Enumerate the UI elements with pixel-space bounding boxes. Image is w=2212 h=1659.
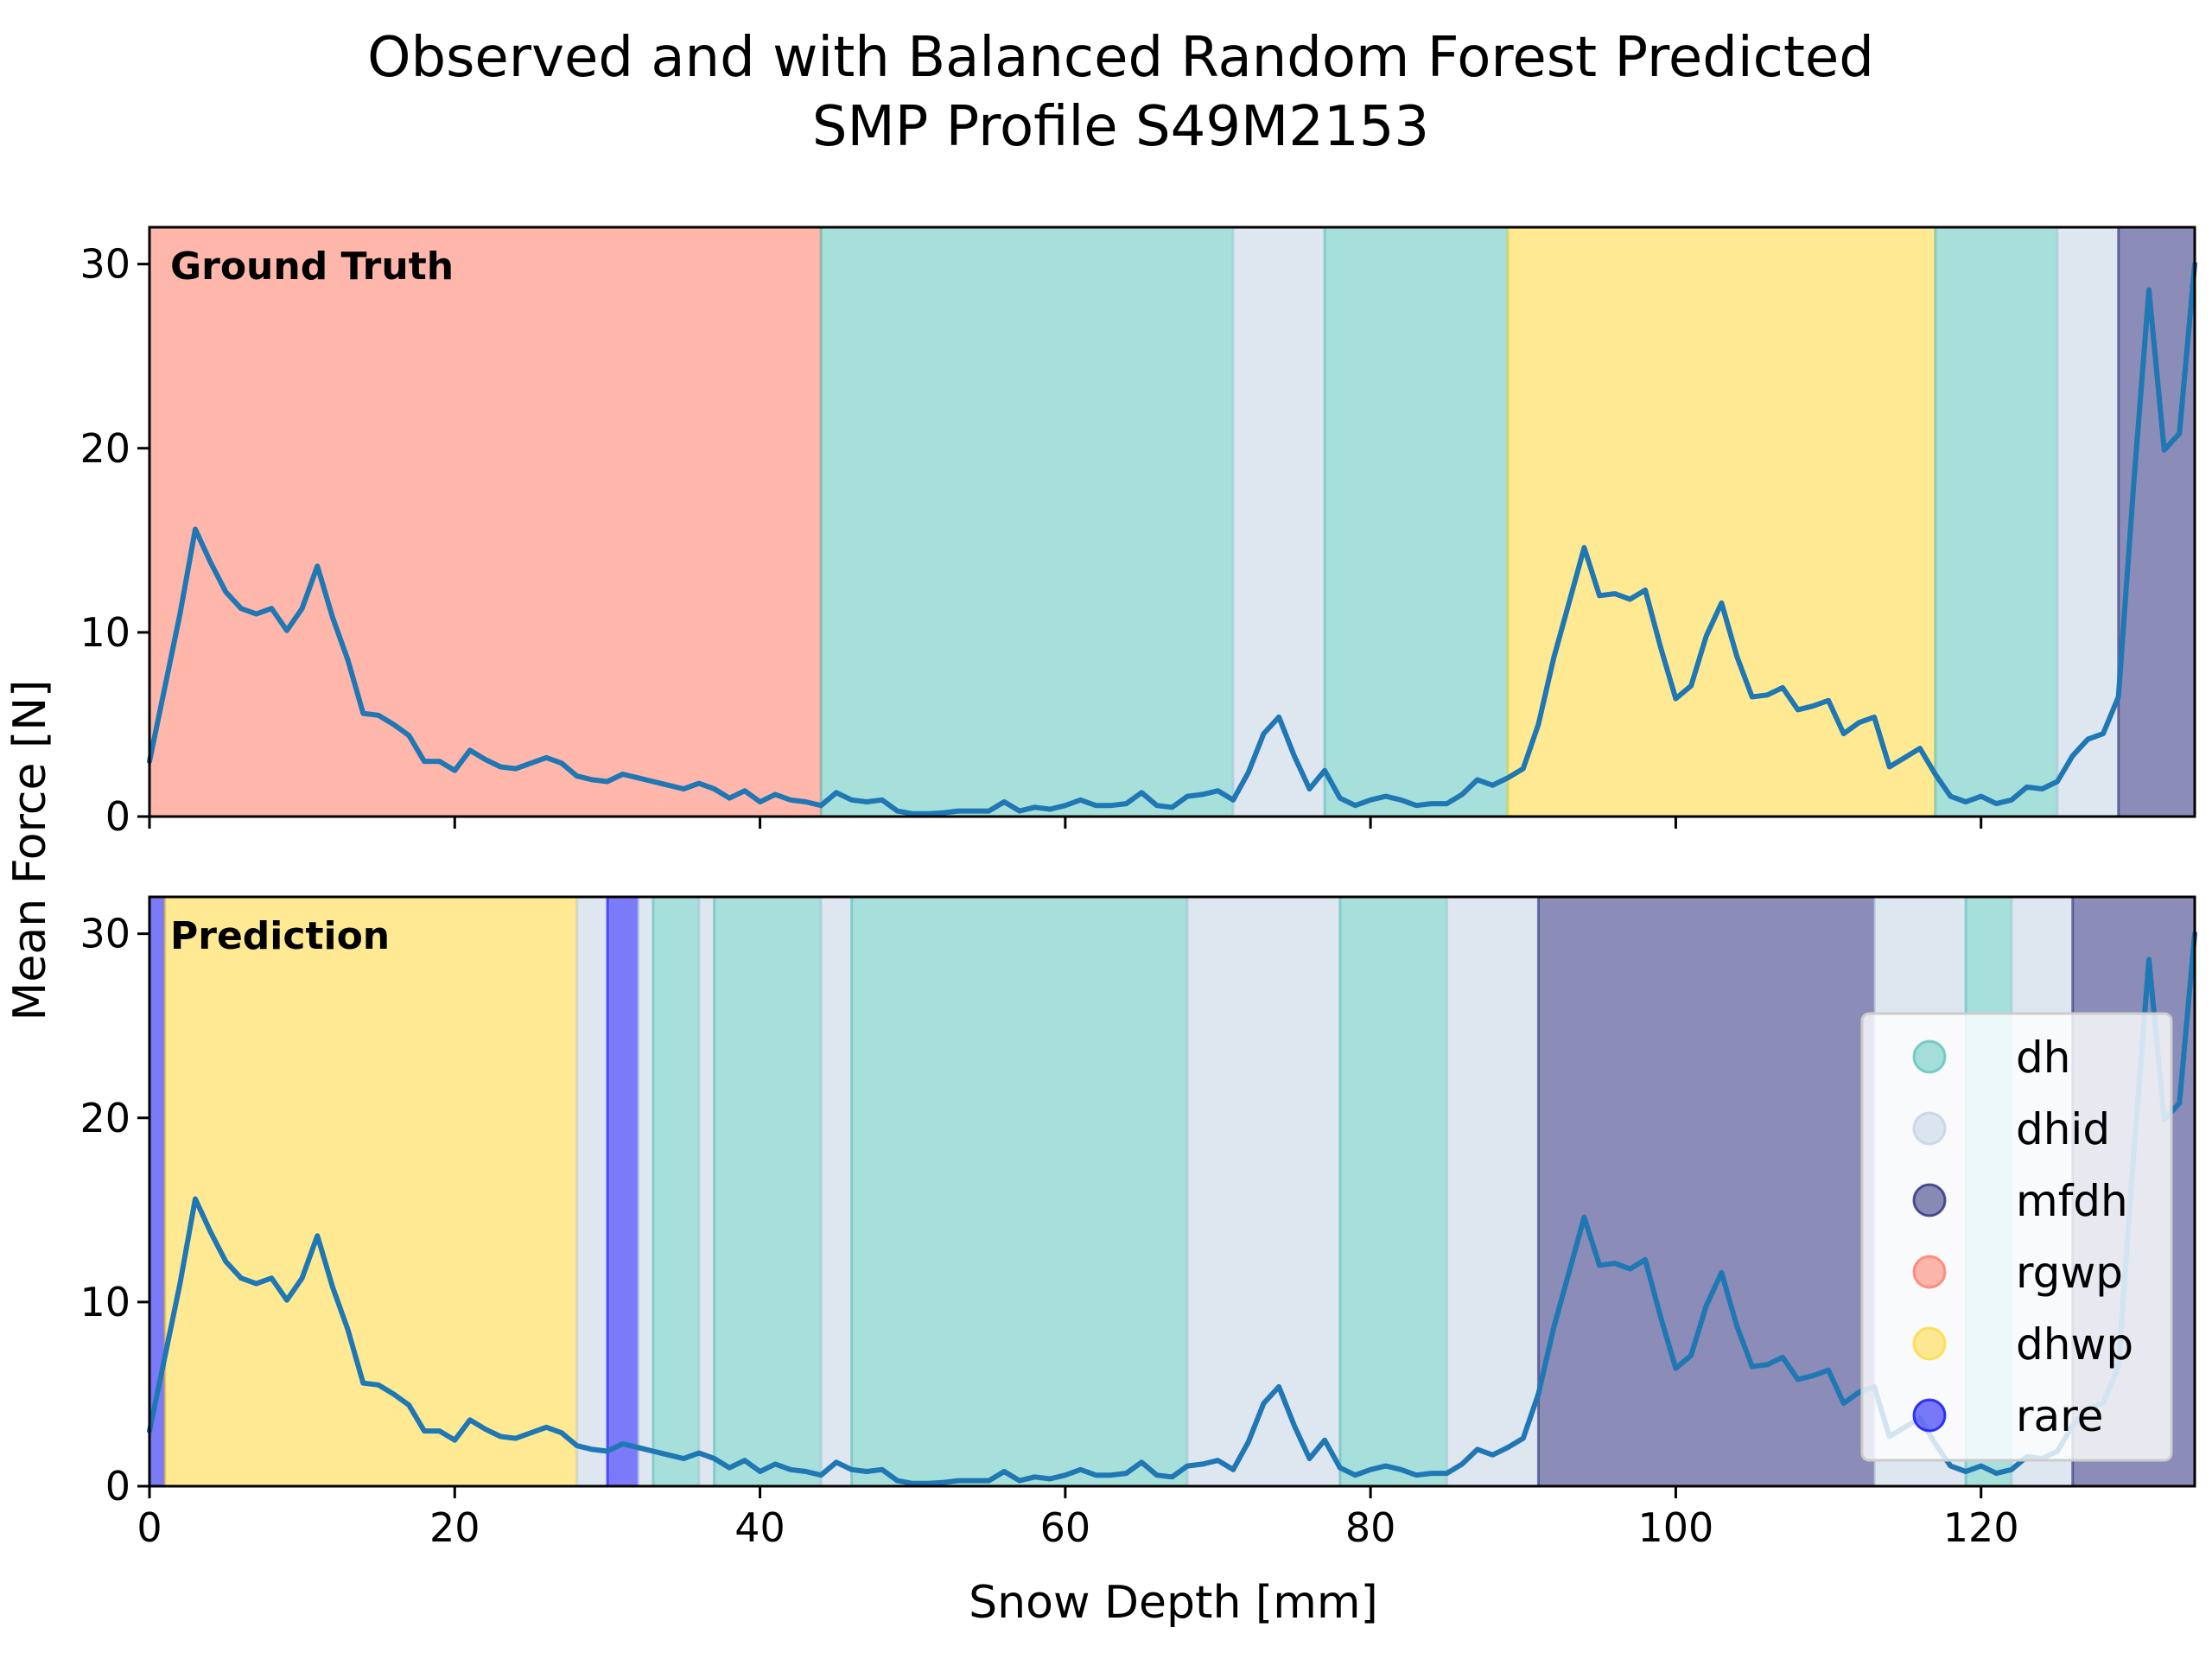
panel-label: Ground Truth — [170, 245, 454, 289]
y-tick-label: 20 — [79, 425, 130, 472]
legend-label-rare: rare — [2016, 1391, 2103, 1441]
y-tick-label: 0 — [105, 793, 130, 840]
legend-marker-dhwp — [1912, 1326, 1947, 1361]
segment-dh — [713, 895, 823, 1488]
y-tick-label: 0 — [105, 1463, 130, 1510]
segment-dh — [1934, 226, 2059, 818]
ground-truth-panel: 0 10 20 30 Ground Truth — [79, 226, 2197, 840]
segment-dh — [819, 226, 1235, 818]
legend-marker-rare — [1912, 1398, 1947, 1433]
x-tick-label: 0 — [137, 1504, 162, 1551]
legend-label-dhid: dhid — [2016, 1104, 2110, 1154]
segment-dhid — [575, 895, 609, 1488]
segment-dhid — [697, 895, 716, 1488]
segment-dh — [652, 895, 701, 1488]
y-axis-label: Mean Force [N] — [4, 680, 56, 1021]
segment-dhid — [1445, 895, 1540, 1488]
x-tick-label: 60 — [1040, 1504, 1091, 1551]
plot-frame — [148, 226, 2196, 818]
segment-dh — [850, 895, 1189, 1488]
x-axis-label: Snow Depth [mm] — [969, 1577, 1378, 1629]
x-tick-label: 120 — [1943, 1504, 2019, 1551]
segment-dhwp — [163, 895, 579, 1488]
segment-dhid — [819, 895, 854, 1488]
y-tick-label: 20 — [79, 1095, 130, 1141]
x-tick-label: 80 — [1345, 1504, 1396, 1551]
y-tick-label: 10 — [79, 609, 130, 656]
segment-mfdh — [1536, 895, 1876, 1488]
legend-marker-dhid — [1912, 1111, 1947, 1146]
segment-dhid — [636, 895, 655, 1488]
y-tick-label: 30 — [79, 911, 130, 957]
mean-force-line — [147, 261, 2197, 817]
legend-label-dh: dh — [2016, 1033, 2070, 1083]
segment-dhid — [1185, 895, 1342, 1488]
chart-title-line1: Observed and with Balanced Random Forest… — [367, 26, 1874, 90]
chart-legend: dh dhid mfdh rgwp dhwp rare — [1860, 1012, 2173, 1462]
panel-label: Prediction — [170, 914, 390, 958]
legend-marker-dh — [1912, 1039, 1947, 1074]
plot-frame — [148, 895, 2196, 1488]
x-tick-label: 100 — [1638, 1504, 1714, 1551]
segment-dhid — [2056, 226, 2120, 818]
x-tick-label: 20 — [429, 1504, 480, 1551]
mean-force-line — [147, 931, 2197, 1486]
segment-dhwp — [1506, 226, 1937, 818]
legend-label-mfdh: mfdh — [2016, 1176, 2128, 1226]
legend-label-dhwp: dhwp — [2016, 1319, 2133, 1370]
y-tick-label: 30 — [79, 241, 130, 288]
segment-dh — [1338, 895, 1448, 1488]
chart-title-line2: SMP Profile S49M2153 — [812, 95, 1429, 159]
legend-marker-mfdh — [1912, 1183, 1947, 1217]
legend-label-rgwp: rgwp — [2016, 1248, 2123, 1298]
segment-dhid — [1231, 226, 1326, 818]
x-tick-label: 40 — [734, 1504, 785, 1551]
legend-marker-rgwp — [1912, 1255, 1947, 1289]
segment-dh — [1323, 226, 1510, 818]
y-tick-label: 10 — [79, 1279, 130, 1325]
segment-rare — [606, 895, 639, 1488]
segment-rgwp — [148, 226, 823, 818]
